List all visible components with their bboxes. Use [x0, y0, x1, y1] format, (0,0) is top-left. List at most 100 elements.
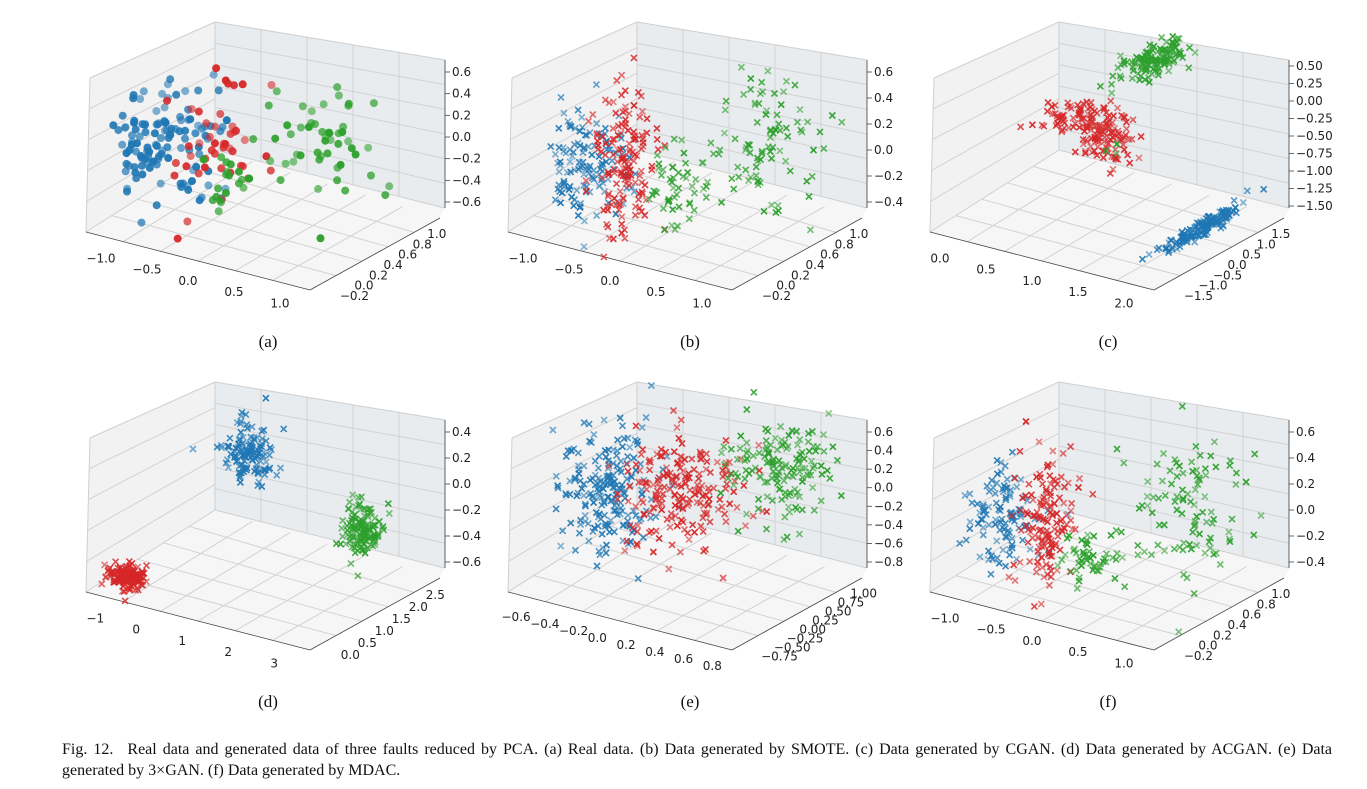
- x-axis-line: [507, 591, 733, 651]
- data-point: [557, 199, 565, 207]
- data-point: [1206, 544, 1214, 552]
- data-point: [772, 208, 780, 216]
- data-point: [1002, 533, 1010, 542]
- data-point: [744, 141, 753, 149]
- data-point: [1129, 63, 1137, 71]
- data-point: [1102, 123, 1110, 132]
- data-point: [1042, 560, 1050, 569]
- data-point: [1067, 443, 1075, 451]
- data-point: [619, 521, 627, 530]
- data-point: [619, 108, 627, 116]
- data-point: [1075, 577, 1083, 585]
- grid-line: [88, 432, 216, 501]
- data-point: [557, 542, 565, 550]
- data-point: [580, 217, 588, 225]
- data-point: [1062, 511, 1071, 519]
- data-point: [734, 163, 742, 171]
- data-point: [586, 476, 594, 484]
- data-point: [717, 489, 725, 497]
- grid-line: [1058, 466, 1290, 520]
- data-point: [740, 482, 748, 490]
- data-point: [120, 579, 128, 587]
- data-point: [767, 441, 775, 449]
- data-point: [580, 243, 588, 251]
- data-point: [1079, 100, 1087, 108]
- data-point: [1109, 165, 1117, 173]
- data-point: [697, 450, 705, 458]
- y-tick-label: 0.5: [358, 636, 377, 650]
- data-point: [121, 167, 130, 176]
- z-tick-label: −1.25: [1296, 182, 1333, 196]
- y-tick-label: 1.0: [1257, 237, 1276, 251]
- data-point: [1115, 130, 1123, 138]
- data-point: [993, 537, 1001, 545]
- pane-back: [1059, 382, 1289, 568]
- data-point: [554, 482, 562, 490]
- data-point: [339, 122, 348, 131]
- data-point: [121, 597, 129, 605]
- data-point: [638, 107, 646, 115]
- series-red: [1005, 417, 1097, 610]
- x-tick-label: −1.0: [508, 251, 537, 265]
- data-point: [253, 464, 261, 472]
- data-point: [549, 426, 557, 434]
- y-tick-label: 2.0: [409, 600, 428, 614]
- data-point: [1061, 551, 1069, 559]
- data-point: [1096, 82, 1104, 90]
- data-point: [764, 143, 772, 151]
- data-point: [1195, 231, 1203, 240]
- data-point: [1143, 64, 1151, 72]
- data-point: [987, 552, 995, 560]
- data-point: [369, 523, 377, 532]
- data-point: [614, 490, 622, 498]
- data-point: [609, 446, 617, 454]
- data-point: [1147, 551, 1156, 559]
- data-point: [1047, 573, 1055, 581]
- data-point: [751, 99, 759, 107]
- data-point: [578, 113, 586, 121]
- data-point: [346, 498, 354, 506]
- data-point: [734, 473, 742, 481]
- data-point: [184, 185, 193, 194]
- z-tick-label: 0.6: [1296, 425, 1315, 439]
- data-point: [315, 155, 324, 164]
- data-point: [706, 518, 714, 526]
- z-tick-label: −0.2: [452, 152, 481, 166]
- data-point: [775, 120, 783, 128]
- data-point: [1201, 549, 1209, 557]
- x-tick-label: 0.5: [1068, 645, 1087, 659]
- data-point: [604, 171, 612, 179]
- data-point: [260, 426, 268, 434]
- data-point: [1161, 492, 1169, 500]
- data-point: [363, 544, 371, 552]
- pane-edge: [933, 381, 1060, 439]
- data-point: [741, 522, 750, 530]
- data-point: [594, 141, 602, 149]
- data-point: [1250, 531, 1258, 539]
- data-point: [210, 149, 219, 158]
- data-point: [566, 158, 574, 166]
- data-point: [234, 179, 243, 188]
- data-point: [1146, 57, 1154, 65]
- data-point: [581, 131, 589, 139]
- y-tick-label: 1.0: [375, 624, 394, 638]
- data-point: [560, 179, 568, 188]
- series-green: [645, 63, 846, 234]
- data-point: [140, 121, 149, 129]
- data-point: [1068, 499, 1076, 507]
- data-point: [758, 150, 766, 158]
- data-point: [1044, 550, 1053, 559]
- data-point: [966, 525, 974, 533]
- data-point: [1162, 245, 1170, 253]
- data-point: [997, 468, 1005, 476]
- grid-line: [533, 215, 759, 277]
- series-red: [582, 54, 669, 261]
- data-point: [1054, 120, 1062, 128]
- data-point: [1232, 469, 1240, 477]
- data-point: [805, 192, 813, 201]
- data-point: [747, 173, 755, 181]
- data-point: [137, 218, 146, 227]
- data-point: [626, 482, 634, 490]
- data-point: [679, 505, 687, 513]
- data-point: [109, 121, 118, 130]
